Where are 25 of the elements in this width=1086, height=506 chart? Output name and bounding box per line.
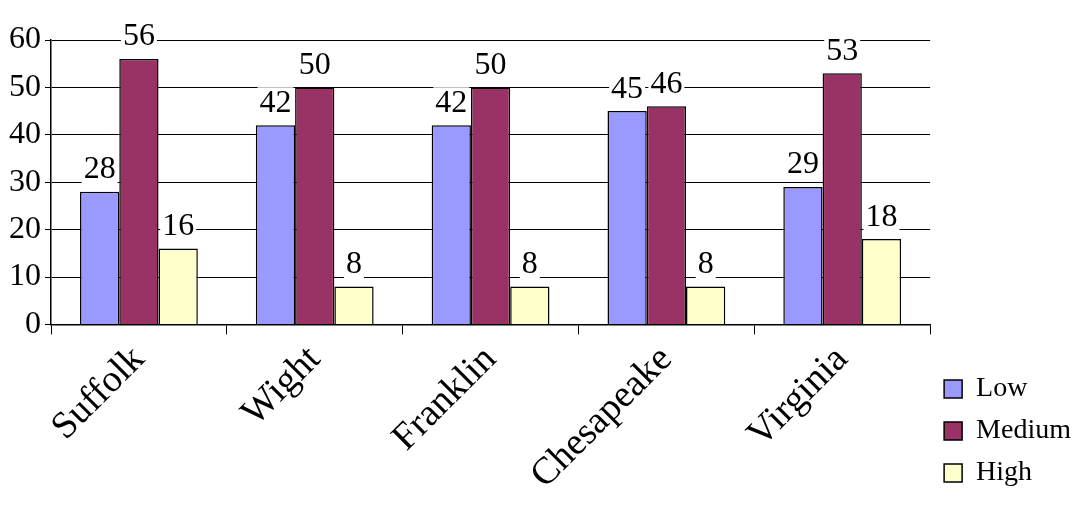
y-tick-label: 20 [9,209,41,246]
data-label: 42 [435,82,468,119]
y-tick-label: 60 [9,19,41,56]
legend-label: Low [976,371,1029,403]
y-tick-label: 50 [9,66,41,103]
legend-label: Medium [976,413,1072,445]
data-label: 8 [346,243,362,280]
legend-label: High [976,455,1033,487]
data-label: 16 [162,206,195,242]
data-label: 50 [298,44,331,81]
y-tick-label: 10 [9,256,41,293]
y-tick-label: 0 [25,303,41,340]
data-label: 50 [474,44,507,81]
data-label: 8 [697,243,714,280]
y-tick-label: 40 [9,114,41,151]
y-tick-label: 30 [9,161,41,198]
data-label: 53 [826,30,859,67]
data-label: 29 [786,144,819,181]
data-label: 28 [83,149,116,186]
data-label: 42 [259,82,292,119]
data-label: 56 [122,16,155,53]
data-label: 8 [521,243,538,280]
data-label: 46 [650,63,683,100]
data-label: 18 [865,196,898,233]
data-label: 45 [611,68,644,105]
